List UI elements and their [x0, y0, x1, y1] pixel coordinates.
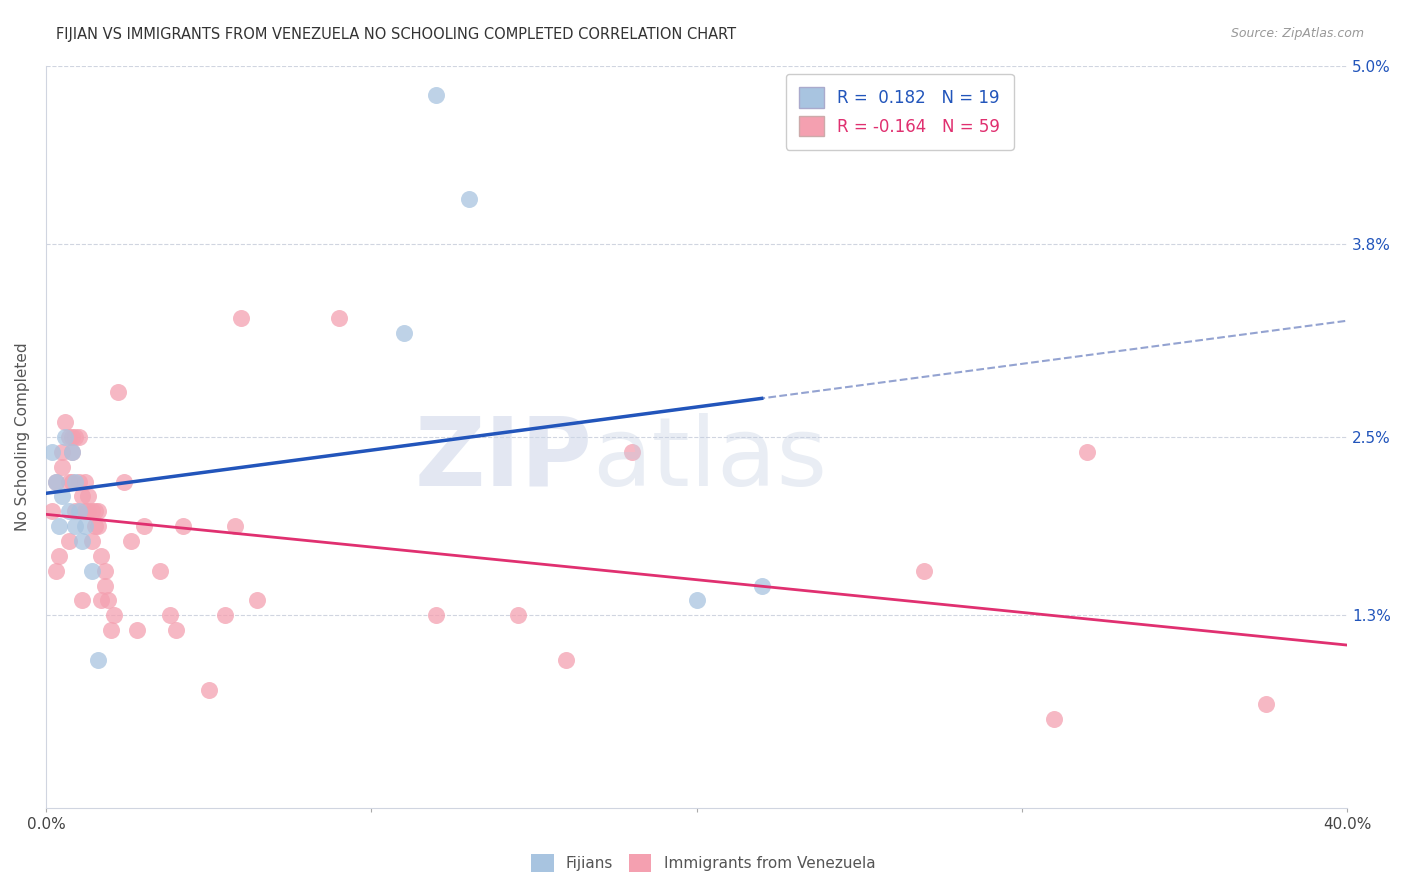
- Point: [149, 564, 172, 578]
- Point: [1254, 698, 1277, 712]
- Point: [51, 490, 73, 504]
- Point: [83, 504, 105, 518]
- Text: FIJIAN VS IMMIGRANTS FROM VENEZUELA NO SCHOOLING COMPLETED CORRELATION CHART: FIJIAN VS IMMIGRANTS FROM VENEZUELA NO S…: [56, 27, 737, 42]
- Point: [65, 504, 87, 518]
- Point: [80, 533, 103, 548]
- Text: Source: ZipAtlas.com: Source: ZipAtlas.com: [1230, 27, 1364, 40]
- Point: [159, 608, 181, 623]
- Point: [58, 504, 80, 518]
- Point: [65, 430, 87, 444]
- Legend: R =  0.182   N = 19, R = -0.164   N = 59: R = 0.182 N = 19, R = -0.164 N = 59: [786, 74, 1014, 150]
- Point: [48, 519, 70, 533]
- Point: [73, 475, 96, 489]
- Point: [45, 475, 67, 489]
- Point: [60, 430, 83, 444]
- Point: [48, 549, 70, 563]
- Point: [77, 504, 100, 518]
- Point: [165, 623, 187, 637]
- Point: [1043, 712, 1066, 726]
- Point: [65, 475, 87, 489]
- Point: [132, 519, 155, 533]
- Point: [224, 519, 246, 533]
- Point: [87, 519, 110, 533]
- Point: [45, 475, 67, 489]
- Point: [328, 311, 350, 326]
- Point: [58, 533, 80, 548]
- Point: [67, 504, 90, 518]
- Point: [912, 564, 935, 578]
- Point: [67, 475, 90, 489]
- Point: [51, 445, 73, 459]
- Point: [60, 475, 83, 489]
- Point: [65, 519, 87, 533]
- Point: [1076, 445, 1098, 459]
- Point: [506, 608, 529, 623]
- Point: [93, 578, 115, 592]
- Point: [77, 490, 100, 504]
- Point: [246, 593, 269, 607]
- Point: [120, 533, 142, 548]
- Point: [172, 519, 194, 533]
- Point: [67, 430, 90, 444]
- Point: [80, 504, 103, 518]
- Point: [60, 445, 83, 459]
- Point: [70, 533, 93, 548]
- Point: [90, 549, 112, 563]
- Point: [58, 430, 80, 444]
- Point: [83, 519, 105, 533]
- Point: [73, 504, 96, 518]
- Point: [620, 445, 643, 459]
- Point: [112, 475, 135, 489]
- Text: atlas: atlas: [592, 413, 828, 506]
- Point: [55, 415, 77, 429]
- Point: [58, 475, 80, 489]
- Point: [87, 653, 110, 667]
- Legend: Fijians, Immigrants from Venezuela: Fijians, Immigrants from Venezuela: [523, 846, 883, 880]
- Y-axis label: No Schooling Completed: No Schooling Completed: [15, 343, 30, 532]
- Point: [100, 623, 122, 637]
- Point: [70, 593, 93, 607]
- Point: [392, 326, 415, 340]
- Point: [555, 653, 578, 667]
- Point: [73, 519, 96, 533]
- Point: [103, 608, 125, 623]
- Text: ZIP: ZIP: [415, 413, 592, 506]
- Point: [97, 593, 120, 607]
- Point: [751, 578, 773, 592]
- Point: [214, 608, 236, 623]
- Point: [107, 385, 129, 400]
- Point: [457, 192, 479, 206]
- Point: [87, 504, 110, 518]
- Point: [197, 682, 219, 697]
- Point: [41, 504, 63, 518]
- Point: [231, 311, 253, 326]
- Point: [90, 593, 112, 607]
- Point: [425, 88, 447, 103]
- Point: [93, 564, 115, 578]
- Point: [70, 490, 93, 504]
- Point: [425, 608, 447, 623]
- Point: [41, 445, 63, 459]
- Point: [685, 593, 707, 607]
- Point: [80, 564, 103, 578]
- Point: [125, 623, 148, 637]
- Point: [51, 459, 73, 474]
- Point: [55, 430, 77, 444]
- Point: [45, 564, 67, 578]
- Point: [60, 445, 83, 459]
